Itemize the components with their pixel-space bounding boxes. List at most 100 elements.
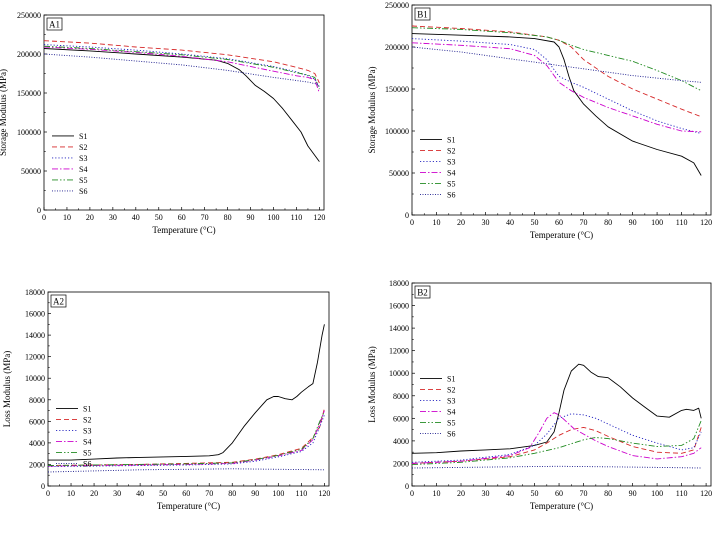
x-tick-label: 110 <box>676 218 688 227</box>
x-tick-label: 110 <box>676 489 688 498</box>
x-tick-label: 60 <box>182 489 190 498</box>
x-tick-label: 40 <box>132 213 140 222</box>
y-tick-label: 250000 <box>17 11 41 20</box>
panel-label: B1 <box>417 10 428 20</box>
x-tick-label: 90 <box>247 213 255 222</box>
series-line-s2 <box>412 25 702 118</box>
x-tick-label: 40 <box>136 489 144 498</box>
x-tick-label: 100 <box>268 213 280 222</box>
x-tick-label: 120 <box>318 489 330 498</box>
panel-b2-loss-modulus: 0 10 20 30 40 50 60 70 80 90 100 110 120 0 2000 4000 600… <box>367 279 712 511</box>
x-tick-label: 110 <box>291 213 303 222</box>
x-tick-label: 100 <box>651 489 663 498</box>
y-tick-label: 0 <box>405 482 409 491</box>
y-tick-label: 50000 <box>389 169 409 178</box>
y-tick-label: 14000 <box>389 324 409 333</box>
series-line-s1 <box>44 48 320 162</box>
x-axis-label: Temperature (°C) <box>530 501 593 511</box>
x-tick-label: 120 <box>700 218 712 227</box>
series-line-s1 <box>412 363 702 454</box>
legend-label-s4: S4 <box>83 437 91 446</box>
legend-label-s1: S1 <box>447 135 455 144</box>
x-tick-label: 0 <box>410 489 414 498</box>
x-tick-label: 30 <box>113 489 121 498</box>
x-tick-label: 70 <box>580 218 588 227</box>
y-tick-label: 200000 <box>17 50 41 59</box>
x-tick-label: 30 <box>482 218 490 227</box>
x-tick-label: 50 <box>531 218 539 227</box>
panel-label-box <box>414 285 431 299</box>
x-tick-label: 20 <box>457 218 465 227</box>
legend-label-s4: S4 <box>447 168 455 177</box>
panel-label: A2 <box>53 297 64 307</box>
x-tick-label: 60 <box>178 213 186 222</box>
x-tick-label: 90 <box>629 489 637 498</box>
x-tick-label: 110 <box>296 489 308 498</box>
x-tick-label: 60 <box>555 218 563 227</box>
series-line-s5 <box>48 411 325 466</box>
series-line-s6 <box>412 46 702 83</box>
y-tick-label: 10000 <box>389 369 409 378</box>
legend-label-s4: S4 <box>447 407 455 416</box>
y-tick-label: 8000 <box>29 396 45 405</box>
y-tick-label: 4000 <box>393 437 409 446</box>
series-line-s3 <box>412 413 702 463</box>
x-tick-label: 0 <box>46 489 50 498</box>
x-tick-label: 0 <box>410 218 414 227</box>
legend-label-s1: S1 <box>83 404 91 413</box>
x-tick-label: 90 <box>251 489 259 498</box>
y-tick-label: 200000 <box>385 43 409 52</box>
x-tick-label: 20 <box>90 489 98 498</box>
legend-label-s6: S6 <box>79 187 87 196</box>
x-tick-label: 70 <box>201 213 209 222</box>
panel-b1-storage-modulus: 0 10 20 30 40 50 60 70 80 90 100 110 120 0 50000 100000… <box>367 1 712 240</box>
x-tick-label: 10 <box>433 218 441 227</box>
y-tick-label: 10000 <box>25 374 45 383</box>
panel-label-box <box>50 294 67 308</box>
series-line-s2 <box>44 40 320 84</box>
legend-label-s6: S6 <box>447 190 455 199</box>
series-line-s5 <box>412 420 702 466</box>
y-tick-label: 12000 <box>389 347 409 356</box>
y-tick-label: 16000 <box>389 302 409 311</box>
legend-label-s3: S3 <box>79 154 87 163</box>
plot-frame <box>411 4 712 216</box>
panel-a1-storage-modulus: 0 10 20 30 40 50 60 70 80 90 100 110 120 0 50000 100000… <box>0 11 325 235</box>
x-tick-label: 90 <box>629 218 637 227</box>
plot-frame <box>411 282 712 487</box>
x-tick-label: 100 <box>272 489 284 498</box>
legend-label-s3: S3 <box>447 157 455 166</box>
y-tick-label: 100000 <box>17 128 41 137</box>
panel-label-box <box>46 17 63 31</box>
x-tick-label: 80 <box>604 489 612 498</box>
legend-label-s3: S3 <box>447 396 455 405</box>
x-tick-label: 10 <box>433 489 441 498</box>
y-tick-label: 4000 <box>29 439 45 448</box>
x-axis-label: Temperature (°C) <box>530 230 593 240</box>
y-axis-label: Loss Modulus (MPa) <box>367 346 377 423</box>
legend-label-s6: S6 <box>83 459 91 468</box>
y-tick-label: 150000 <box>385 85 409 94</box>
y-tick-label: 18000 <box>25 288 45 297</box>
x-tick-label: 50 <box>159 489 167 498</box>
legend-label-s5: S5 <box>79 176 87 185</box>
x-tick-label: 30 <box>482 489 490 498</box>
x-tick-label: 80 <box>228 489 236 498</box>
series-line-s4 <box>412 412 702 464</box>
y-tick-label: 12000 <box>25 353 45 362</box>
panel-a2-loss-modulus: 0 10 20 30 40 50 60 70 80 90 100 110 120 0 2000 4000 600… <box>2 288 330 511</box>
x-tick-label: 120 <box>313 213 325 222</box>
series-line-s3 <box>412 38 702 134</box>
x-tick-label: 50 <box>531 489 539 498</box>
panel-label-box <box>414 7 431 21</box>
y-tick-label: 0 <box>405 211 409 220</box>
x-tick-label: 30 <box>109 213 117 222</box>
y-tick-label: 18000 <box>389 279 409 288</box>
x-axis-label: Temperature (°C) <box>157 501 220 511</box>
x-tick-label: 10 <box>63 213 71 222</box>
series-line-s5 <box>412 27 702 92</box>
y-tick-label: 6000 <box>29 417 45 426</box>
legend-label-s6: S6 <box>447 429 455 438</box>
y-tick-label: 16000 <box>25 310 45 319</box>
y-axis-label: Storage Modulus (MPa) <box>367 67 377 154</box>
